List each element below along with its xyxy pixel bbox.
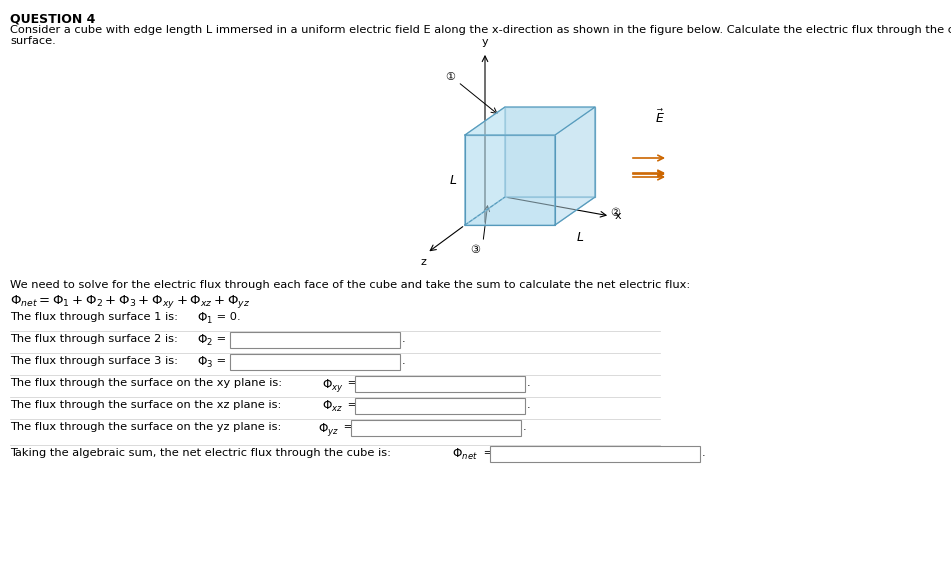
- Polygon shape: [465, 107, 505, 225]
- Text: = 0.: = 0.: [213, 312, 241, 322]
- Polygon shape: [465, 197, 595, 225]
- Text: Consider a cube with edge length L immersed in a uniform electric field E along : Consider a cube with edge length L immer…: [10, 25, 951, 35]
- Bar: [355, 376, 525, 392]
- Text: $\Phi_{xy}$: $\Phi_{xy}$: [322, 377, 344, 394]
- Text: ②: ②: [610, 208, 620, 218]
- Polygon shape: [465, 107, 595, 135]
- Polygon shape: [465, 135, 555, 225]
- Text: =: =: [213, 356, 226, 366]
- Text: The flux through the surface on the xy plane is:: The flux through the surface on the xy p…: [10, 378, 285, 388]
- Text: =: =: [340, 422, 353, 432]
- Text: $\Phi_3$: $\Phi_3$: [197, 355, 213, 370]
- Text: ③: ③: [470, 245, 480, 255]
- Text: $\Phi_{net}$: $\Phi_{net}$: [452, 447, 477, 462]
- Text: ①: ①: [445, 72, 455, 82]
- Text: L: L: [576, 231, 584, 244]
- Bar: [230, 332, 400, 348]
- Text: The flux through surface 1 is:: The flux through surface 1 is:: [10, 312, 182, 322]
- Text: =: =: [344, 400, 358, 410]
- Text: $\vec{E}$: $\vec{E}$: [655, 109, 665, 126]
- Polygon shape: [555, 107, 595, 225]
- Text: The flux through surface 3 is:: The flux through surface 3 is:: [10, 356, 182, 366]
- Text: $\Phi_{yz}$: $\Phi_{yz}$: [318, 421, 340, 438]
- Text: .: .: [527, 400, 531, 410]
- Text: .: .: [702, 448, 706, 458]
- Text: x: x: [615, 211, 622, 221]
- Text: $\Phi_1$: $\Phi_1$: [197, 311, 213, 326]
- Text: L: L: [450, 173, 456, 186]
- Text: We need to solve for the electric flux through each face of the cube and take th: We need to solve for the electric flux t…: [10, 280, 690, 290]
- Text: .: .: [402, 356, 406, 366]
- Text: The flux through the surface on the xz plane is:: The flux through the surface on the xz p…: [10, 400, 285, 410]
- Bar: [351, 420, 521, 436]
- Text: z: z: [420, 257, 426, 267]
- Text: .: .: [527, 378, 531, 388]
- Text: y: y: [482, 37, 488, 47]
- Text: =: =: [480, 448, 494, 458]
- Text: Taking the algebraic sum, the net electric flux through the cube is:: Taking the algebraic sum, the net electr…: [10, 448, 395, 458]
- Bar: [490, 446, 700, 462]
- Text: $\Phi_{net} = \Phi_1 + \Phi_2 + \Phi_3 + \Phi_{xy} + \Phi_{xz} + \Phi_{yz}$: $\Phi_{net} = \Phi_1 + \Phi_2 + \Phi_3 +…: [10, 293, 250, 310]
- Text: The flux through surface 2 is:: The flux through surface 2 is:: [10, 334, 182, 344]
- Text: .: .: [402, 334, 406, 344]
- Text: The flux through the surface on the yz plane is:: The flux through the surface on the yz p…: [10, 422, 285, 432]
- Text: =: =: [344, 378, 358, 388]
- Bar: [230, 354, 400, 370]
- Text: surface.: surface.: [10, 36, 56, 46]
- Text: =: =: [213, 334, 226, 344]
- Text: $\Phi_2$: $\Phi_2$: [197, 333, 213, 348]
- Polygon shape: [505, 107, 595, 197]
- Text: $\Phi_{xz}$: $\Phi_{xz}$: [322, 399, 343, 414]
- Bar: [355, 398, 525, 414]
- Text: .: .: [523, 422, 527, 432]
- Text: QUESTION 4: QUESTION 4: [10, 13, 95, 26]
